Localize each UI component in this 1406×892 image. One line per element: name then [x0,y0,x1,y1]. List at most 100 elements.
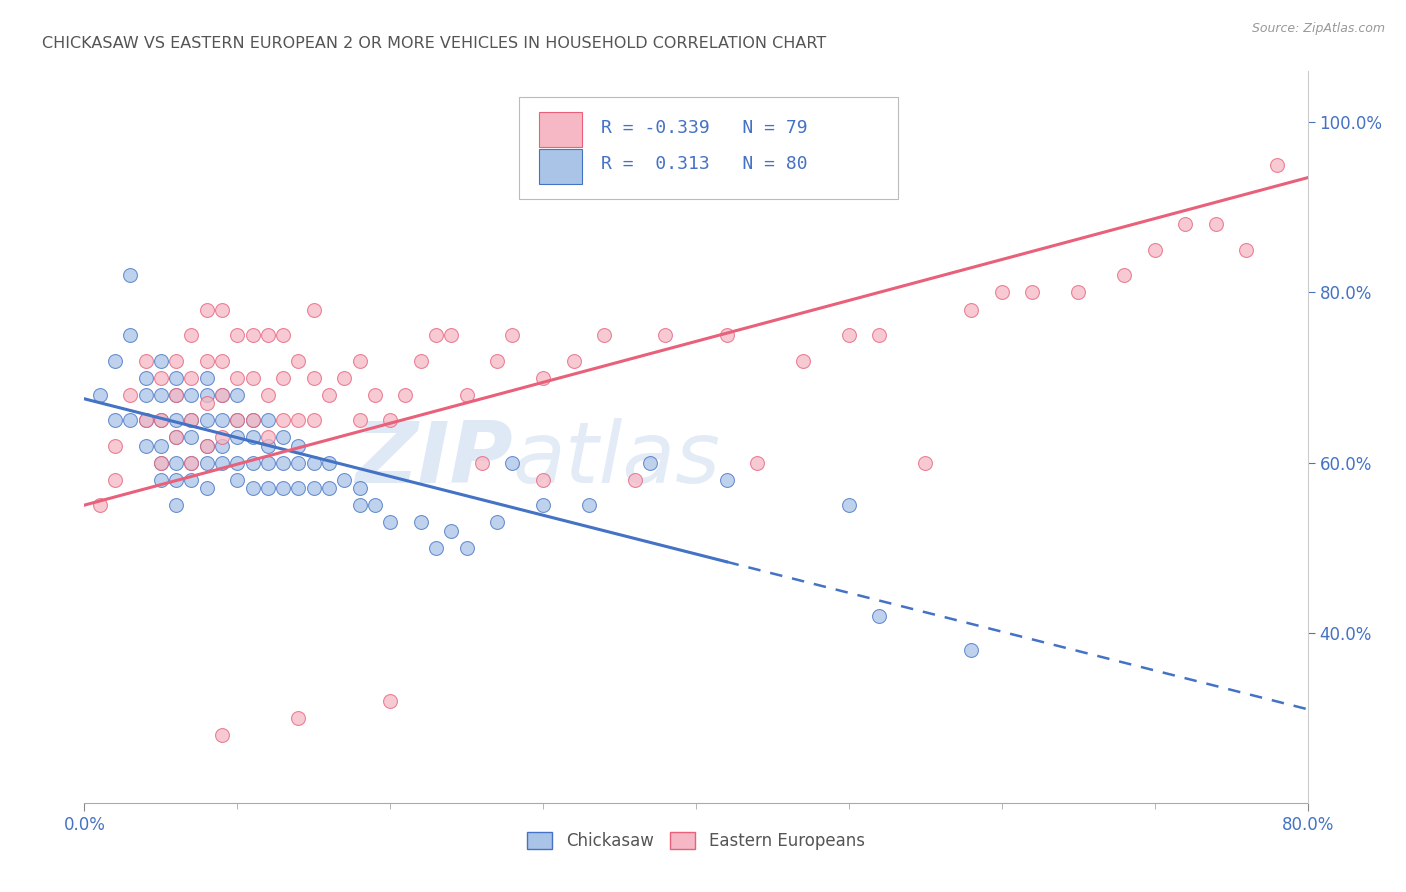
Point [425,328,447,343]
Point [180,456,202,470]
Point [180,430,202,444]
Point [149,456,172,470]
Point [271,481,294,495]
Legend: Chickasaw, Eastern Europeans: Chickasaw, Eastern Europeans [520,825,872,856]
Point [165,430,187,444]
Point [89,387,111,401]
Point [149,387,172,401]
Point [165,387,187,401]
Point [211,387,233,401]
Point [380,515,402,529]
Point [195,439,218,453]
Point [1143,243,1166,257]
Point [180,413,202,427]
Point [318,456,340,470]
Point [211,387,233,401]
Point [302,370,325,384]
Point [593,328,616,343]
Point [149,413,172,427]
Point [531,498,554,512]
Point [271,430,294,444]
Point [242,370,264,384]
Point [349,481,371,495]
Point [135,370,157,384]
Point [1067,285,1090,300]
Point [149,473,172,487]
Point [869,608,891,623]
Point [195,387,218,401]
Point [149,456,172,470]
Point [624,473,647,487]
Point [287,481,309,495]
Point [195,481,218,495]
Text: R =  0.313   N = 80: R = 0.313 N = 80 [600,155,807,173]
Point [165,430,187,444]
Point [380,694,402,708]
Point [226,456,249,470]
Point [180,473,202,487]
Point [302,413,325,427]
Point [960,642,983,657]
Bar [540,112,582,147]
Point [578,498,600,512]
Point [242,430,264,444]
Point [149,353,172,368]
Point [318,481,340,495]
Point [486,515,509,529]
Point [195,456,218,470]
Text: ZIP: ZIP [354,417,513,500]
Point [471,456,494,470]
Point [257,430,280,444]
Text: Source: ZipAtlas.com: Source: ZipAtlas.com [1251,22,1385,36]
Point [211,439,233,453]
Point [562,353,585,368]
Point [211,456,233,470]
Point [120,328,142,343]
Text: atlas: atlas [513,417,720,500]
Point [333,370,356,384]
Point [211,430,233,444]
Point [440,328,463,343]
Point [226,413,249,427]
Point [838,328,860,343]
Point [104,413,127,427]
Point [409,353,432,368]
Point [195,396,218,410]
Point [349,498,371,512]
Point [242,456,264,470]
Point [287,439,309,453]
Point [531,473,554,487]
Point [287,456,309,470]
Point [226,413,249,427]
Point [165,498,187,512]
Point [211,728,233,742]
Point [318,387,340,401]
Point [302,302,325,317]
Point [380,413,402,427]
Text: R = -0.339   N = 79: R = -0.339 N = 79 [600,120,807,137]
Point [135,439,157,453]
Point [1021,285,1043,300]
Point [287,413,309,427]
Point [531,370,554,384]
Point [195,370,218,384]
Point [364,498,387,512]
Point [242,481,264,495]
Point [502,328,524,343]
Point [456,541,478,555]
Point [747,456,769,470]
Point [257,387,280,401]
Point [1205,218,1227,232]
Point [287,353,309,368]
Point [257,481,280,495]
Point [120,387,142,401]
Point [1265,158,1288,172]
Point [149,370,172,384]
Point [104,473,127,487]
Point [180,328,202,343]
Point [135,413,157,427]
Point [226,473,249,487]
Point [226,328,249,343]
Point [440,524,463,538]
Point [349,413,371,427]
